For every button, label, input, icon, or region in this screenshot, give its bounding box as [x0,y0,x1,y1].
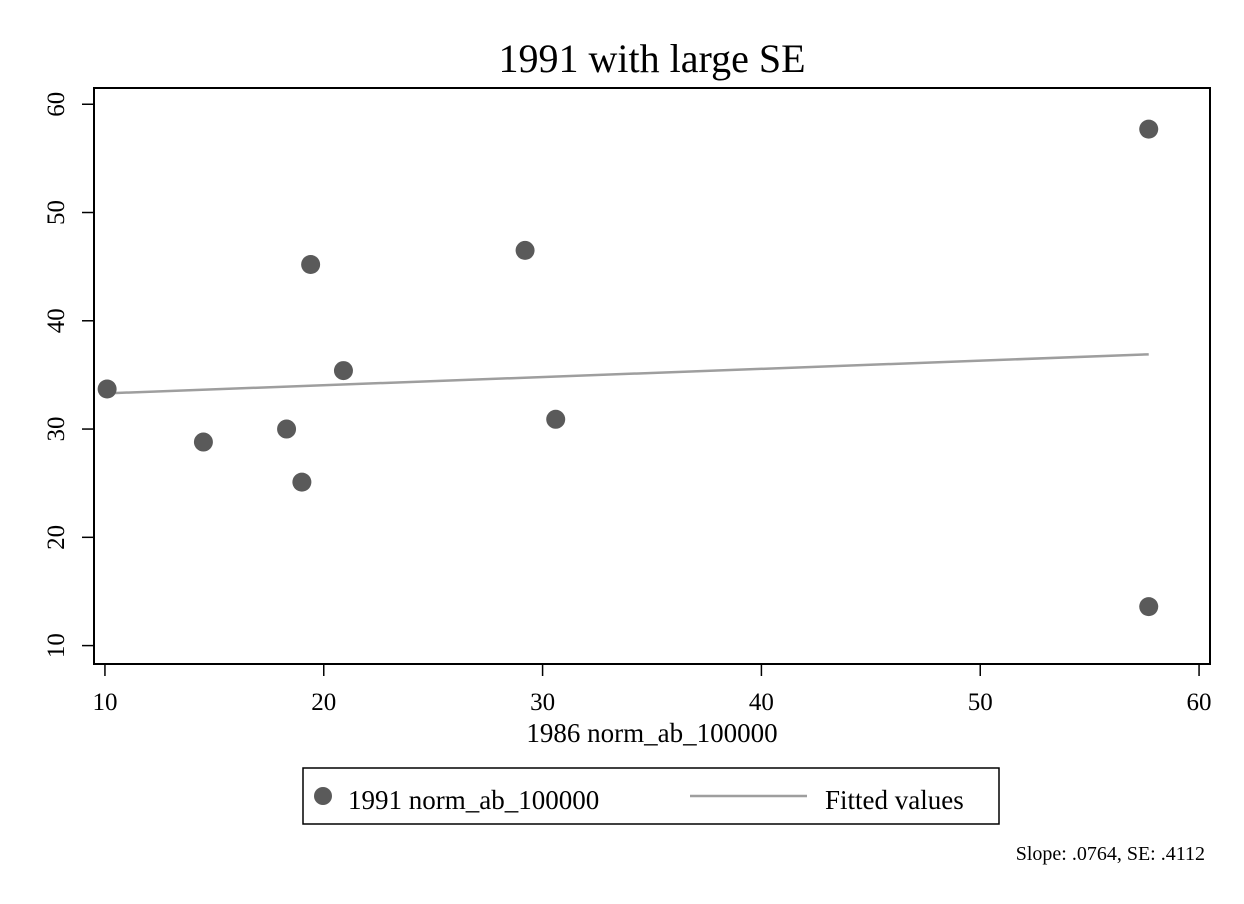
legend-marker-scatter [314,787,332,805]
scatter-point [546,409,566,429]
x-tick-label: 50 [968,689,993,716]
fitted-line-layer [107,353,1149,395]
y-tick-label: 60 [43,92,70,117]
scatter-point [515,240,535,260]
chart-title: 1991 with large SE [498,36,805,81]
fitted-values-line [107,353,1149,395]
scatter-point [97,379,117,399]
x-tick-label: 20 [311,689,336,716]
y-tick-label: 40 [43,308,70,333]
plot-area [93,87,1211,665]
scatter-point [193,432,213,452]
x-tick-label: 10 [92,689,117,716]
scatter-point [1139,597,1159,617]
legend-label-fitted: Fitted values [825,785,964,815]
slope-note: Slope: .0764, SE: .4112 [1016,843,1205,865]
y-axis-ticks: 10 20 30 40 50 60 [43,92,94,658]
y-tick-label: 30 [43,417,70,442]
scatter-point [277,419,297,439]
scatter-point [333,361,353,381]
y-tick-label: 10 [43,633,70,658]
y-tick-label: 50 [43,200,70,225]
legend-box [302,767,1000,825]
scatter-points-layer [97,119,1159,617]
legend: 1991 norm_ab_100000 Fitted values [302,767,1000,825]
x-axis-ticks: 10 20 30 40 50 60 [92,664,1212,716]
x-tick-label: 40 [749,689,774,716]
scatter-point [301,254,321,274]
y-tick-label: 20 [43,525,70,550]
scatter-point [292,472,312,492]
scatter-point [1139,119,1159,139]
legend-label-scatter: 1991 norm_ab_100000 [348,785,599,815]
x-tick-label: 60 [1187,689,1212,716]
x-tick-label: 30 [530,689,555,716]
x-axis-label: 1986 norm_ab_100000 [526,718,777,748]
